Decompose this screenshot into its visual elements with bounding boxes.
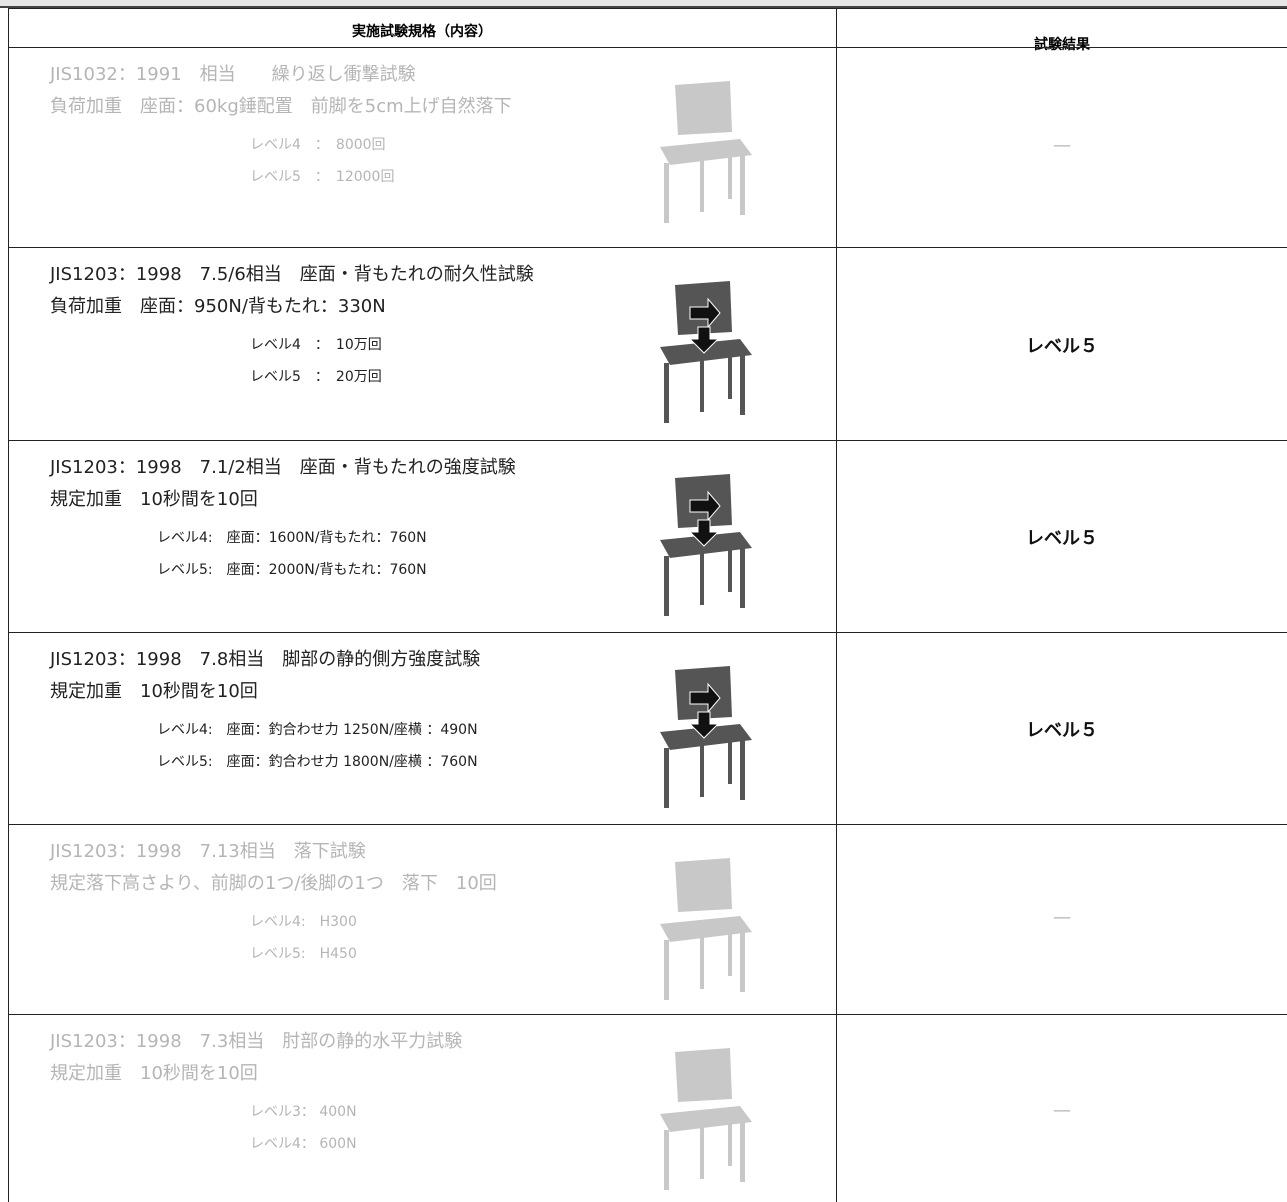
chair-part: [675, 858, 732, 912]
chair-illustration: [660, 1048, 752, 1190]
chair-part: [740, 1120, 745, 1182]
chair-part: [688, 326, 720, 354]
chair-part: [689, 682, 721, 714]
level-line: レベル4 ： 8000回: [250, 137, 386, 153]
chair-part: [660, 339, 752, 365]
spec-line: JIS1032：1991 相当 繰り返し衝撃試験: [50, 64, 416, 85]
chair-part: [675, 81, 732, 135]
chair-part: [660, 724, 752, 750]
level-line: レベル4: H300: [250, 914, 357, 930]
result: レベル５: [1026, 335, 1098, 357]
chair-part: [664, 556, 669, 616]
chair-part: [740, 353, 745, 415]
chair-part: [689, 490, 721, 522]
result: —: [1053, 1100, 1071, 1121]
result: —: [1053, 907, 1071, 928]
chair-part: [728, 732, 732, 784]
chair-part: [700, 550, 704, 605]
level-line: レベル5: H450: [250, 946, 357, 962]
chair-part: [664, 163, 669, 223]
level-line: レベル4: 座面：釣合わせ力 1250N/座横 ：490N: [157, 722, 478, 738]
chair-part: [700, 1124, 704, 1179]
chair-part: [728, 347, 732, 399]
chair-part: [664, 940, 669, 1000]
chair-part: [660, 916, 752, 942]
chair-illustration: [660, 474, 752, 616]
level-line: レベル4 ： 10万回: [250, 337, 382, 353]
chair-part: [700, 157, 704, 212]
chair-part: [664, 363, 669, 423]
chair-part: [700, 742, 704, 797]
result-cell: [836, 1014, 1287, 1202]
spec-line: JIS1203：1998 7.8相当 脚部の静的側方強度試験: [50, 649, 481, 670]
chair-part: [700, 934, 704, 989]
chair-illustration: [660, 666, 752, 808]
chair-part: [740, 153, 745, 215]
result: レベル５: [1026, 720, 1098, 741]
spec-line: 負荷加重 座面：950N/背もたれ：330N: [50, 296, 386, 317]
chair-part: [675, 1048, 732, 1102]
level-line: レベル3： 400N: [250, 1104, 357, 1120]
chair-part: [660, 1106, 752, 1132]
chair-part: [660, 532, 752, 558]
chair-part: [688, 519, 720, 547]
header-result: 試験結果: [1034, 37, 1090, 53]
spec-line: JIS1203：1998 7.13相当 落下試験: [50, 841, 366, 862]
chair-part: [728, 540, 732, 592]
chair-part: [664, 748, 669, 808]
spec-line: JIS1203：1998 7.3相当 肘部の静的水平力試験: [50, 1031, 463, 1052]
level-line: レベル5: 座面：釣合わせ力 1800N/座横 ：760N: [157, 754, 478, 770]
chair-illustration: [660, 81, 752, 223]
spec-line: JIS1203：1998 7.1/2相当 座面・背もたれの強度試験: [50, 457, 516, 478]
chair-part: [660, 139, 752, 165]
chair-part: [728, 1114, 732, 1166]
chair-part: [664, 1130, 669, 1190]
level-line: レベル5 ： 20万回: [250, 369, 382, 385]
chair-part: [728, 924, 732, 976]
result: —: [1053, 135, 1071, 156]
spec-line: 規定加重 10秒間を10回: [50, 681, 258, 702]
chair-illustration: [660, 281, 752, 423]
spec-line: 規定加重 10秒間を10回: [50, 489, 258, 510]
spec-line: 負荷加重 座面：60kg錘配置 前脚を5cm上げ自然落下: [50, 96, 512, 117]
top-strip: [0, 0, 1287, 8]
spec-line: JIS1203：1998 7.5/6相当 座面・背もたれの耐久性試験: [50, 264, 534, 285]
chair-part: [689, 297, 721, 329]
chair-part: [740, 546, 745, 608]
chair-part: [728, 147, 732, 199]
chair-illustration: [660, 858, 752, 1000]
chair-part: [688, 711, 720, 739]
chair-part: [740, 930, 745, 992]
header-spec: 実施試験規格（内容）: [352, 24, 492, 40]
level-line: レベル5 ： 12000回: [250, 169, 395, 185]
result: レベル５: [1026, 528, 1098, 549]
chair-part: [740, 738, 745, 800]
level-line: レベル4： 600N: [250, 1136, 357, 1152]
level-line: レベル4: 座面：1600N/背もたれ：760N: [157, 530, 427, 546]
spec-line: 規定落下高さより、前脚の1つ/後脚の1つ 落下 10回: [50, 873, 497, 894]
spec-line: 規定加重 10秒間を10回: [50, 1063, 258, 1084]
chair-part: [700, 357, 704, 412]
level-line: レベル5: 座面：2000N/背もたれ：760N: [157, 562, 427, 578]
